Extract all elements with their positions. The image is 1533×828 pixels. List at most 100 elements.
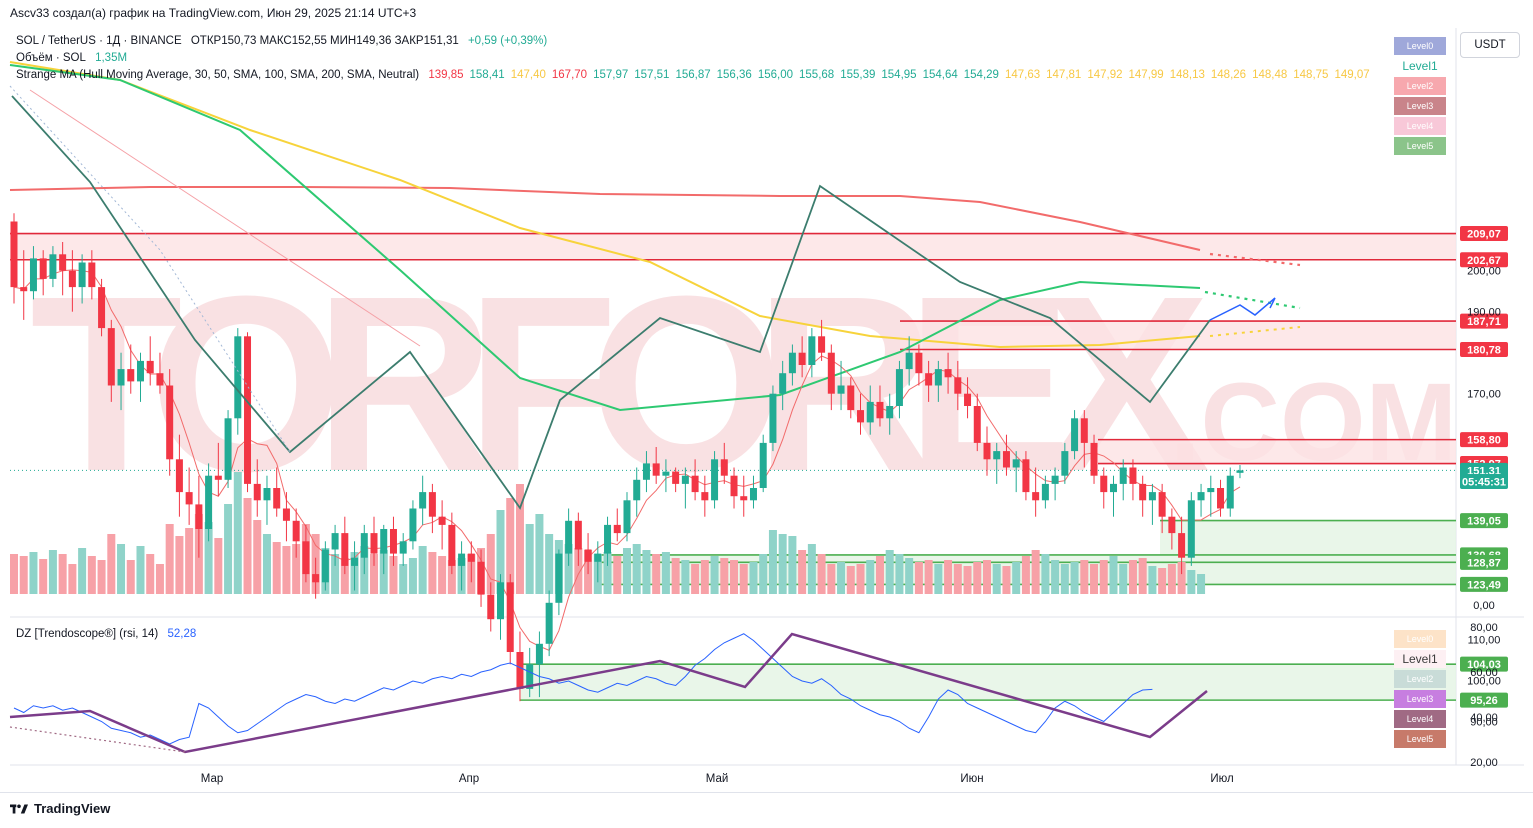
ma-yellow-line [9,61,1201,349]
time-axis-tick: Май [706,773,729,785]
candle-body [380,529,388,554]
resistance-zone [1098,439,1456,464]
volume-bar [1167,564,1176,594]
volume-bar [340,558,349,594]
rsi-label[interactable]: DZ [Trendoscope®] (rsi, 14) [16,628,159,640]
volume-bar [652,554,661,594]
candle-body [107,328,115,386]
candle-body [98,287,106,329]
level-box-level5[interactable]: Level5 [1394,730,1446,748]
price-tag [1460,252,1508,268]
ma-label[interactable]: Strange MA (Hull Moving Average, 30, 50,… [16,69,420,81]
volume-bar [165,524,174,594]
level-box-level0[interactable]: Level0 [1394,37,1446,55]
volume-bar [1187,570,1196,594]
currency-button[interactable]: USDT [1460,32,1520,58]
price-tag-label: 139,05 [1467,516,1501,528]
volume-bar [1002,566,1011,594]
level-box-level3[interactable]: Level3 [1394,690,1446,708]
volume-bar [29,552,38,594]
volume-bar [262,534,271,594]
ma-value: 154,64 [922,69,958,81]
price-tag [1460,473,1508,489]
level-box-level1[interactable]: Level1 [1394,57,1446,75]
candle-body [78,262,86,288]
candle-body [156,373,164,386]
volume-bar [973,562,982,594]
volume-bar [370,554,379,594]
price-tag-label: 180,78 [1467,345,1501,357]
rsi-legend: DZ [Trendoscope®] (rsi, 14) 52,28 [16,628,202,640]
volume-bar [681,560,690,594]
volume-bar [934,564,943,594]
volume-bar [253,520,262,594]
candle-body [146,360,154,374]
price-axis-tick: 190,00 [1467,307,1501,319]
level-box-level0[interactable]: Level0 [1394,630,1446,648]
candle-body [623,500,631,534]
volume-bar [185,528,194,594]
ma-value: 157,97 [593,69,629,81]
price-tag-label: 209,07 [1467,229,1501,241]
level-box-level1[interactable]: Level1 [1394,650,1446,668]
volume-bar [622,548,631,594]
ma-value: 147,99 [1128,69,1164,81]
ma100-projection [1204,290,1301,310]
volume-bar [1041,554,1050,594]
level-box-level4[interactable]: Level4 [1394,710,1446,728]
ma-value: 149,07 [1334,69,1370,81]
level-box-level3[interactable]: Level3 [1394,97,1446,115]
tradingview-logo[interactable]: TradingView [10,801,110,816]
volume-bar [720,558,729,594]
volume-bar [846,566,855,594]
price-axis-tick: 90,00 [1470,717,1498,729]
level-box-level2[interactable]: Level2 [1394,670,1446,688]
volume-bar [243,498,252,594]
volume-bar [1012,562,1021,594]
candle-body [1148,492,1156,501]
volume-bar [992,564,1001,594]
candle-body [1080,418,1088,443]
candle-body [925,373,933,386]
volume-bar [292,544,301,594]
candle-body [837,385,845,394]
candle-body [711,459,719,501]
volume-bar [282,546,291,594]
volume-bar [272,542,281,594]
volume-bar [97,560,106,594]
candle-body [175,459,183,493]
volume-bar [506,498,515,594]
candle-body [769,393,777,443]
volume-bar [924,560,933,594]
candle-body [136,360,144,382]
level-box-level2[interactable]: Level2 [1394,77,1446,95]
ma100-line [9,64,1201,412]
volume-bar [175,536,184,594]
volume-bar [642,550,651,594]
ma-value: 147,40 [510,69,546,81]
level-box-level5[interactable]: Level5 [1394,137,1446,155]
symbol-label[interactable]: SOL / TetherUS · 1Д · BINANCE [16,35,182,47]
volume-bar [126,560,135,594]
ma-value: 156,36 [716,69,752,81]
price-tag [1460,656,1508,672]
volume-bar [759,554,768,594]
volume-bar [136,546,145,594]
candle-body [273,488,281,509]
candle-body [1168,516,1176,534]
volume-bar [78,548,87,594]
candle-body [895,369,903,406]
candle-body [613,524,621,534]
candle-body [574,520,582,550]
price-change: +0,59 (+0,39%) [467,35,548,47]
time-axis-tick: Апр [459,773,479,785]
volume-label[interactable]: Объём · SOL [16,52,86,64]
volume-bar [885,550,894,594]
candle-body [993,451,1001,460]
ma-value: 156,87 [675,69,711,81]
candle-body [389,529,397,554]
level-box-level4[interactable]: Level4 [1394,117,1446,135]
candle-body [788,352,796,374]
candle-body [983,442,991,460]
